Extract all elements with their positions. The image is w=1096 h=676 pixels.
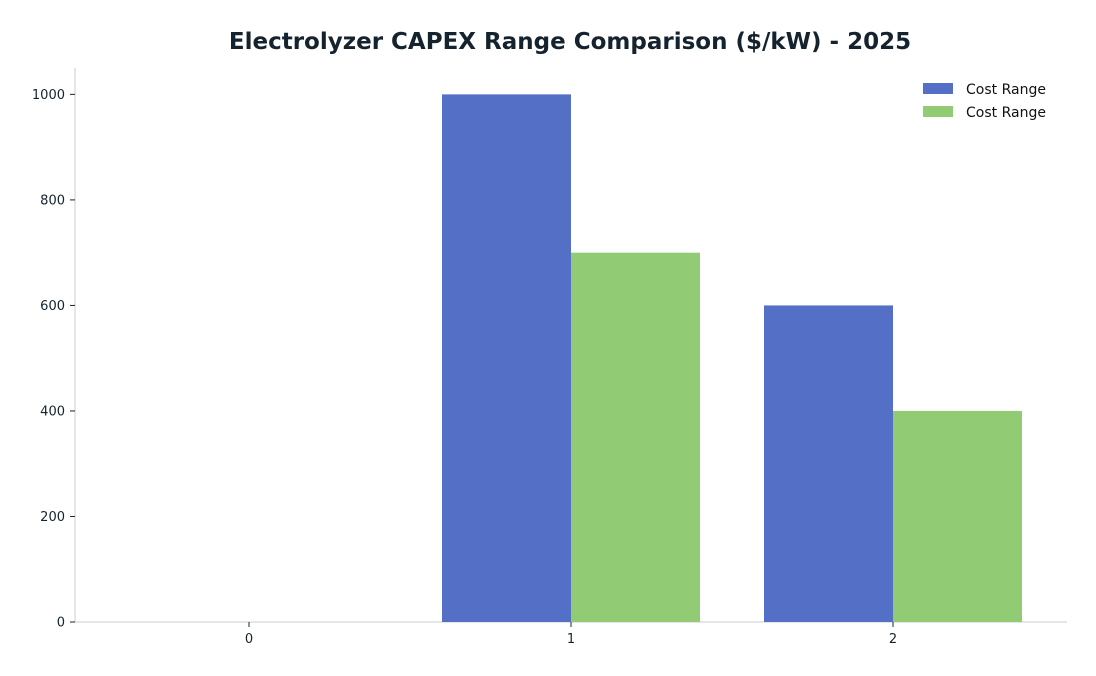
legend-swatch [923, 106, 953, 117]
chart-title: Electrolyzer CAPEX Range Comparison ($/k… [229, 29, 911, 55]
legend-swatch [923, 83, 953, 94]
bar-series-1-cat-1 [571, 252, 700, 622]
bar-series-1-cat-2 [893, 410, 1022, 622]
y-tick-label: 400 [40, 404, 65, 419]
x-ticks: 0 1 2 [245, 622, 897, 647]
x-tick-label: 0 [245, 632, 253, 647]
legend-label: Cost Range [966, 105, 1046, 121]
y-ticks: 0 200 400 600 800 1000 [32, 88, 75, 631]
x-tick-label: 2 [889, 632, 897, 647]
bar-series-0-cat-2 [764, 305, 893, 622]
x-tick-label: 1 [567, 632, 575, 647]
y-tick-label: 600 [40, 299, 65, 314]
bars [442, 94, 1022, 622]
y-tick-label: 0 [57, 616, 65, 631]
bar-series-0-cat-1 [442, 94, 571, 622]
legend: Cost Range Cost Range [923, 82, 1046, 121]
y-tick-label: 200 [40, 510, 65, 525]
legend-label: Cost Range [966, 82, 1046, 98]
y-tick-label: 1000 [32, 88, 65, 103]
y-tick-label: 800 [40, 193, 65, 208]
